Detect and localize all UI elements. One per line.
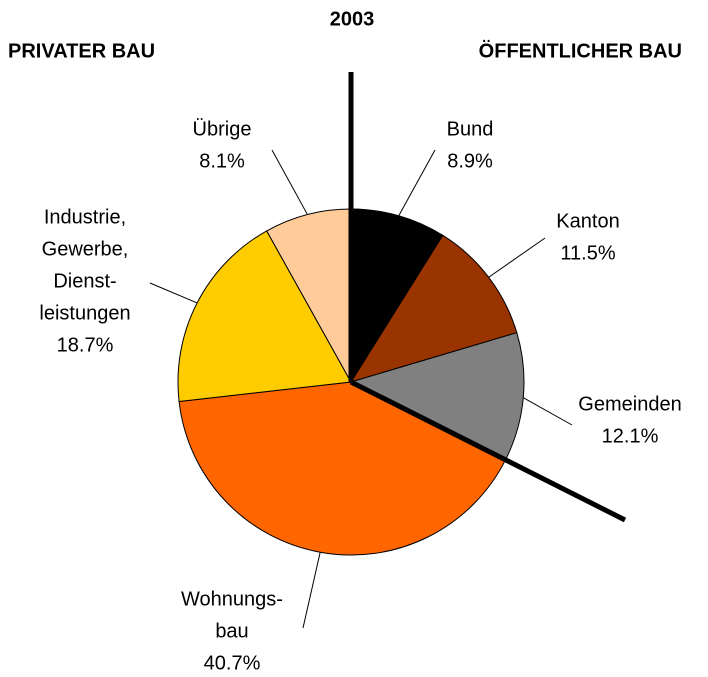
slice-label: Gemeinden bbox=[578, 393, 681, 415]
value-label: 40.7% bbox=[204, 652, 261, 674]
value-label: 12.1% bbox=[602, 425, 659, 447]
annotation: PRIVATER BAU bbox=[8, 40, 155, 62]
value-label: 11.5% bbox=[560, 242, 615, 264]
slice-label: leistungen bbox=[39, 302, 130, 324]
chart-title: 2003 bbox=[330, 8, 375, 30]
pie-slice bbox=[349, 332, 525, 462]
leader-line bbox=[302, 552, 321, 629]
annotation: ÖFFENTLICHER BAU bbox=[479, 39, 682, 62]
leader-line bbox=[488, 237, 546, 278]
pie-slice bbox=[349, 234, 518, 383]
leader-line bbox=[398, 149, 436, 216]
slice-label: bau bbox=[215, 620, 248, 642]
slice-label: Gewerbe, bbox=[42, 238, 129, 260]
slice-label: Wohnungs- bbox=[181, 588, 283, 610]
slice-label: Übrige bbox=[193, 118, 252, 140]
slice-label: Bund bbox=[447, 118, 494, 140]
slice-label: Dienst- bbox=[53, 270, 116, 292]
leader-line bbox=[149, 282, 198, 304]
value-label: 8.1% bbox=[199, 150, 245, 172]
divider bbox=[349, 379, 627, 523]
leader-line bbox=[523, 397, 573, 426]
pie-slice bbox=[177, 230, 352, 403]
slice-label: Kanton bbox=[556, 210, 619, 232]
value-label: 8.9% bbox=[447, 150, 493, 172]
slice-label: Industrie, bbox=[44, 206, 126, 228]
value-label: 18.7% bbox=[57, 334, 114, 356]
pie-slice bbox=[178, 381, 506, 556]
leader-line bbox=[271, 149, 308, 215]
